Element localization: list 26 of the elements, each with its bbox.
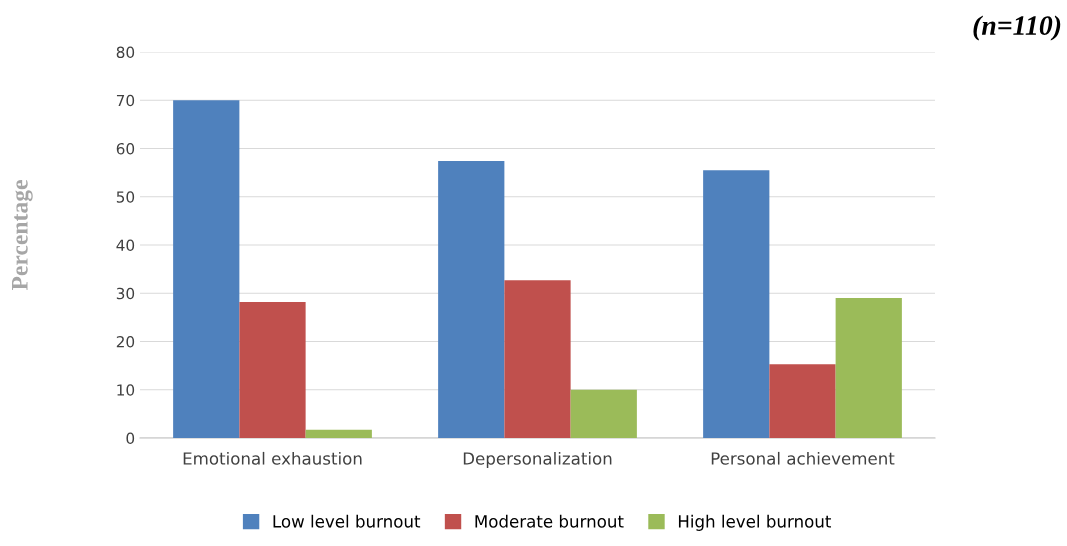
bar	[239, 301, 306, 438]
y-tick-label: 0	[126, 432, 135, 445]
legend-label: High level burnout	[678, 514, 832, 531]
legend-label: Low level burnout	[273, 514, 421, 528]
bar	[570, 389, 637, 438]
bar	[438, 161, 505, 438]
x-tick-label: Emotional exhaustion	[183, 451, 362, 465]
x-tick-label: Personal achievement	[711, 451, 895, 465]
y-tick-label: 10	[117, 384, 135, 396]
legend-label: Moderate burnout	[475, 514, 624, 528]
x-tick-label: Depersonalization	[463, 451, 612, 469]
bar	[769, 364, 836, 438]
y-tick-label: 50	[116, 191, 135, 203]
y-tick-label: 70	[116, 94, 135, 107]
bar	[173, 100, 240, 438]
text: (n=110)	[973, 15, 1061, 41]
y-tick-label: 20	[116, 335, 135, 348]
y-tick-label: 30	[116, 287, 135, 300]
y-tick-label: 60	[116, 142, 135, 155]
y-axis-title: Percentage	[12, 180, 33, 291]
bar	[504, 280, 571, 438]
bar	[835, 298, 902, 438]
y-tick-label: 40	[116, 239, 135, 252]
bar	[305, 429, 372, 438]
y-tick-label: 80	[116, 46, 135, 59]
bar	[703, 170, 770, 438]
